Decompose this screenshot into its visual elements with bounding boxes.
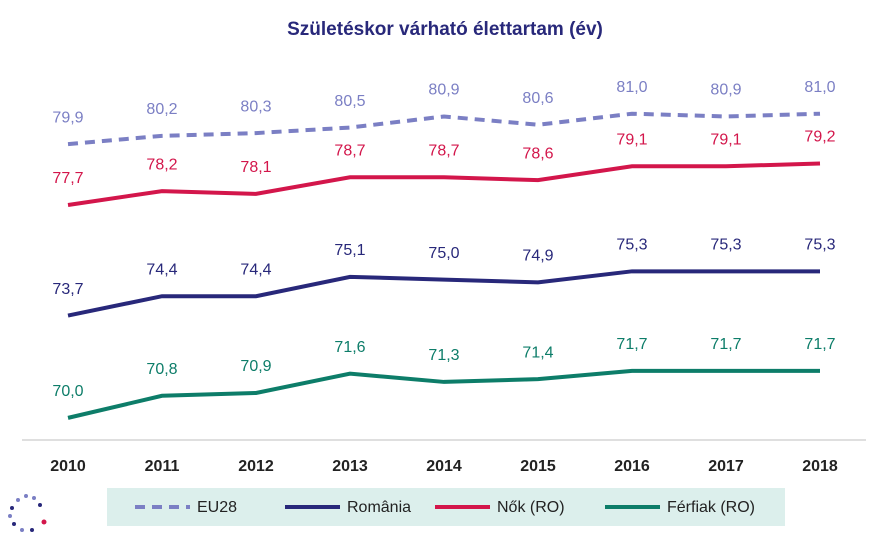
value-label: 78,7 <box>334 143 365 160</box>
x-tick-label: 2012 <box>238 458 274 475</box>
value-label: 75,3 <box>710 237 741 254</box>
value-label: 77,7 <box>52 170 83 187</box>
value-label: 80,5 <box>334 93 365 110</box>
legend-label: Nők (RO) <box>497 499 565 516</box>
logo <box>8 494 47 532</box>
value-label: 80,2 <box>146 101 177 118</box>
series-line <box>67 161 821 207</box>
value-label: 71,7 <box>616 336 647 353</box>
value-label: 71,4 <box>522 344 553 361</box>
value-label: 80,9 <box>710 82 741 99</box>
value-label: 81,0 <box>616 79 647 96</box>
value-label: 80,6 <box>522 90 553 107</box>
value-label: 71,7 <box>710 336 741 353</box>
value-label: 75,3 <box>804 237 835 254</box>
x-tick-label: 2010 <box>50 458 86 475</box>
x-tick-label: 2016 <box>614 458 650 475</box>
value-label: 75,1 <box>334 242 365 259</box>
value-label: 78,1 <box>240 159 271 176</box>
value-label: 71,6 <box>334 339 365 356</box>
series-line <box>67 368 820 420</box>
value-label: 70,8 <box>146 361 177 378</box>
value-label: 80,3 <box>240 98 271 115</box>
value-label: 74,9 <box>522 248 553 265</box>
value-label: 81,0 <box>804 79 835 96</box>
series-line <box>67 269 820 318</box>
x-tick-label: 2018 <box>802 458 838 475</box>
chart-title: Születéskor várható élettartam (év) <box>287 19 603 40</box>
value-label: 80,9 <box>428 82 459 99</box>
legend-label: EU28 <box>197 499 237 516</box>
value-label: 74,4 <box>146 261 177 278</box>
value-label: 75,3 <box>616 237 647 254</box>
value-label: 70,0 <box>52 383 83 400</box>
x-tick-label: 2011 <box>145 458 180 475</box>
value-label: 79,2 <box>804 129 835 146</box>
value-label: 79,1 <box>616 131 647 148</box>
legend-label: România <box>347 499 411 516</box>
x-tick-label: 2015 <box>520 458 556 475</box>
value-label: 75,0 <box>428 245 459 262</box>
value-label: 71,3 <box>428 347 459 364</box>
value-label: 73,7 <box>52 281 83 298</box>
legend-label: Férfiak (RO) <box>667 499 755 516</box>
value-label: 79,1 <box>710 131 741 148</box>
x-tick-label: 2017 <box>708 458 744 475</box>
value-label: 71,7 <box>804 336 835 353</box>
value-label: 78,7 <box>428 143 459 160</box>
value-label: 78,6 <box>522 145 553 162</box>
x-tick-label: 2014 <box>426 458 462 475</box>
value-label: 70,9 <box>240 358 271 375</box>
value-label: 78,2 <box>146 156 177 173</box>
value-label: 74,4 <box>240 261 271 278</box>
series-line <box>67 111 821 147</box>
value-label: 79,9 <box>52 109 83 126</box>
x-tick-label: 2013 <box>332 458 368 475</box>
